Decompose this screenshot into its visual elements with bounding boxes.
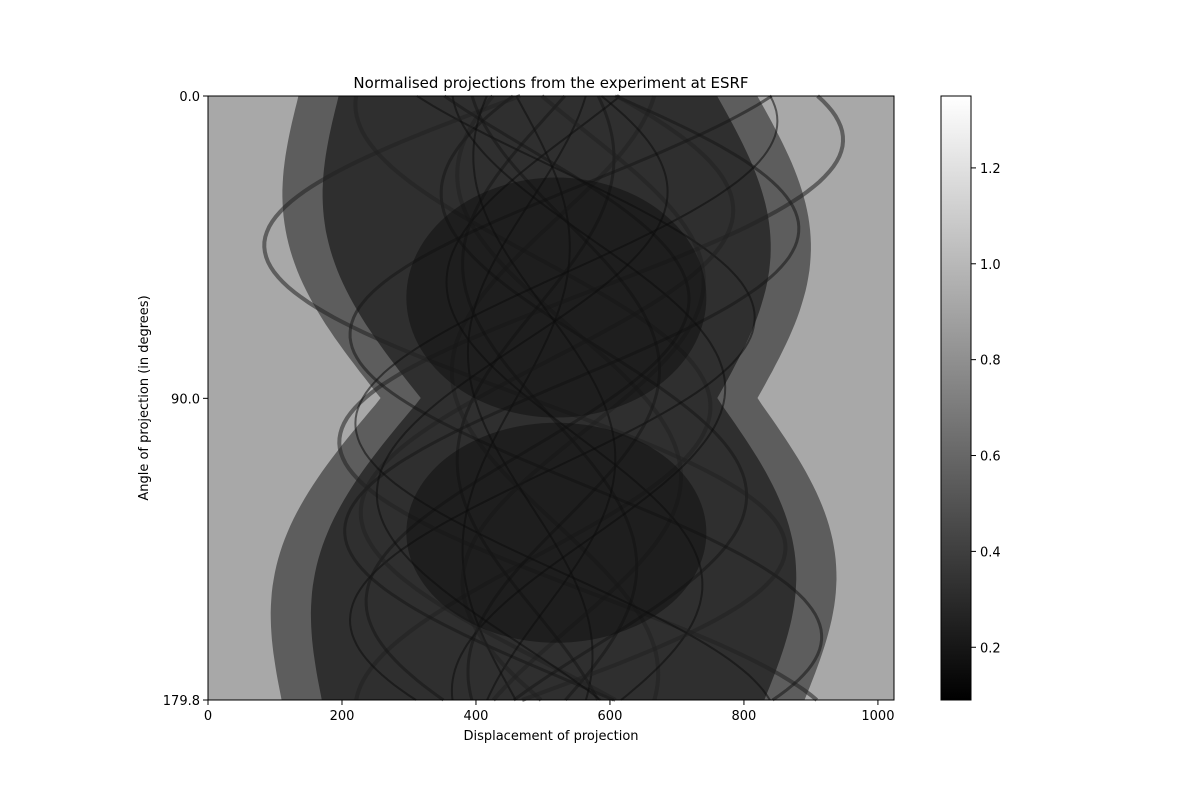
sinogram-trace bbox=[262, 94, 788, 702]
y-tick-label: 0.0 bbox=[179, 90, 200, 105]
y-tick-label: 179.8 bbox=[163, 694, 200, 709]
colorbar: 0.2 0.4 0.6 0.8 1.0 1.2 bbox=[940, 95, 1001, 701]
sinogram-trace bbox=[449, 95, 661, 701]
x-tick-label: 800 bbox=[732, 709, 757, 724]
y-axis: 0.0 90.0 179.8 bbox=[163, 90, 208, 709]
colorbar-tick-label: 0.2 bbox=[980, 641, 1001, 656]
sinogram-trace bbox=[472, 95, 617, 701]
y-tick-label: 90.0 bbox=[171, 392, 200, 407]
colorbar-ticks: 0.2 0.4 0.6 0.8 1.0 1.2 bbox=[971, 162, 1001, 656]
x-tick-label: 1000 bbox=[861, 709, 894, 724]
colorbar-tick-label: 0.4 bbox=[980, 545, 1001, 560]
x-axis: 0 200 400 600 800 1000 bbox=[204, 700, 894, 724]
sinogram-trace bbox=[450, 95, 727, 701]
sinogram-dark-region bbox=[406, 422, 707, 643]
sinogram-trace bbox=[358, 94, 736, 702]
sinogram-trace bbox=[461, 95, 571, 701]
x-tick-label: 400 bbox=[464, 709, 489, 724]
sinogram-trace bbox=[439, 94, 749, 702]
sinogram-trace bbox=[460, 94, 706, 702]
x-tick-label: 0 bbox=[204, 709, 212, 724]
sinogram-trace bbox=[348, 94, 824, 702]
plot-area bbox=[207, 94, 895, 702]
sinogram-trace bbox=[466, 95, 661, 701]
sinogram-trace bbox=[337, 94, 846, 702]
sinogram-trace bbox=[354, 95, 779, 701]
y-axis-label: Angle of projection (in degrees) bbox=[137, 295, 152, 500]
sinogram-trace bbox=[353, 95, 713, 701]
colorbar-tick-label: 0.8 bbox=[980, 354, 1001, 369]
colorbar-tick-label: 1.2 bbox=[980, 162, 1001, 177]
sinogram-object-core bbox=[310, 96, 797, 700]
colorbar-gradient bbox=[940, 95, 972, 701]
sinogram-trace bbox=[375, 95, 669, 701]
x-tick-label: 200 bbox=[330, 709, 355, 724]
x-axis-label: Displacement of projection bbox=[463, 729, 638, 744]
chart-title: Normalised projections from the experime… bbox=[353, 74, 748, 92]
colorbar-tick-label: 0.6 bbox=[980, 450, 1001, 465]
sinogram-trace bbox=[348, 95, 756, 701]
sinogram-dark-region bbox=[406, 177, 707, 418]
colorbar-tick-label: 1.0 bbox=[980, 258, 1001, 273]
sinogram-trace bbox=[455, 94, 684, 702]
sinogram-image bbox=[208, 94, 894, 702]
sinogram-trace bbox=[364, 94, 691, 702]
x-tick-label: 600 bbox=[598, 709, 623, 724]
